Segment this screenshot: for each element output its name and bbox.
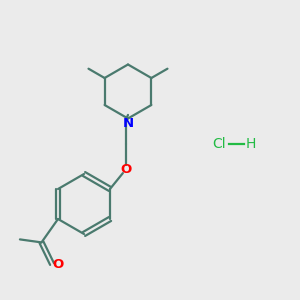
Text: H: H: [245, 137, 256, 151]
Text: O: O: [121, 163, 132, 176]
Text: Cl: Cl: [212, 137, 226, 151]
Text: O: O: [52, 257, 64, 271]
Text: N: N: [122, 117, 134, 130]
